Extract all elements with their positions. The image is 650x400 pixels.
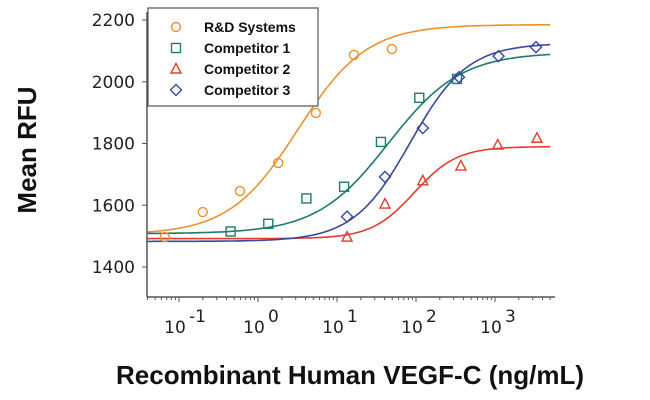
legend-label: Competitor 2 — [204, 61, 291, 77]
data-point-circle — [159, 231, 170, 243]
data-point-triangle — [491, 138, 504, 150]
x-tick-exponent: 2 — [426, 307, 437, 327]
data-point-diamond — [416, 121, 430, 135]
data-point-diamond — [452, 70, 466, 84]
data-point-circle — [197, 206, 208, 218]
data-point-square — [301, 193, 312, 204]
x-tick-label: 10 — [322, 318, 344, 338]
data-point-triangle — [340, 230, 354, 242]
x-tick-label: 10 — [401, 318, 423, 338]
data-point-circle — [272, 157, 284, 169]
data-point-square — [414, 92, 425, 104]
x-tick-exponent: 0 — [268, 307, 279, 327]
fit-curve-r-d-systems — [147, 24, 551, 233]
y-tick-label: 2200 — [92, 11, 135, 31]
data-point-circle — [310, 107, 322, 119]
fit-curve-competitor-2 — [147, 145, 551, 240]
legend-box — [147, 7, 319, 107]
data-points — [159, 40, 544, 243]
data-point-square — [263, 218, 274, 229]
legend-label: Competitor 1 — [204, 40, 291, 56]
data-point-triangle — [530, 131, 544, 143]
data-point-triangle — [454, 159, 468, 171]
data-point-square — [375, 136, 387, 148]
y-axis-title: Mean RFU — [12, 86, 42, 213]
x-tick-label: 10 — [480, 318, 502, 338]
y-tick-label: 1800 — [92, 135, 135, 155]
data-point-diamond — [340, 210, 354, 224]
x-tick-label: 10 — [164, 318, 186, 338]
data-point-diamond — [529, 40, 543, 54]
data-point-circle — [348, 49, 360, 61]
data-point-triangle — [378, 197, 392, 209]
legend-triangle-icon — [169, 61, 183, 74]
data-point-diamond — [492, 49, 506, 63]
legend-circle-icon — [170, 21, 182, 33]
y-tick-label: 2000 — [92, 73, 135, 93]
data-point-square — [338, 181, 350, 192]
data-point-triangle — [416, 173, 429, 186]
x-tick-exponent: -1 — [189, 307, 206, 327]
data-point-diamond — [378, 170, 392, 184]
legend-label: Competitor 3 — [204, 82, 291, 98]
x-tick-exponent: 1 — [347, 307, 358, 327]
legend-diamond-icon — [169, 83, 183, 97]
legend-label: R&D Systems — [204, 19, 296, 35]
y-tick-label: 1400 — [92, 258, 135, 278]
data-point-square — [225, 226, 236, 237]
x-tick-label: 10 — [243, 318, 265, 338]
y-tick-label: 1600 — [92, 196, 135, 216]
x-axis-title: Recombinant Human VEGF-C (ng/mL) — [116, 360, 584, 390]
data-point-circle — [234, 185, 246, 197]
data-point-circle — [386, 43, 398, 55]
x-tick-exponent: 3 — [505, 307, 516, 327]
legend-square-icon — [170, 42, 182, 54]
legend: R&D Systems Competitor 1 Competitor 2 Compe… — [147, 7, 319, 107]
